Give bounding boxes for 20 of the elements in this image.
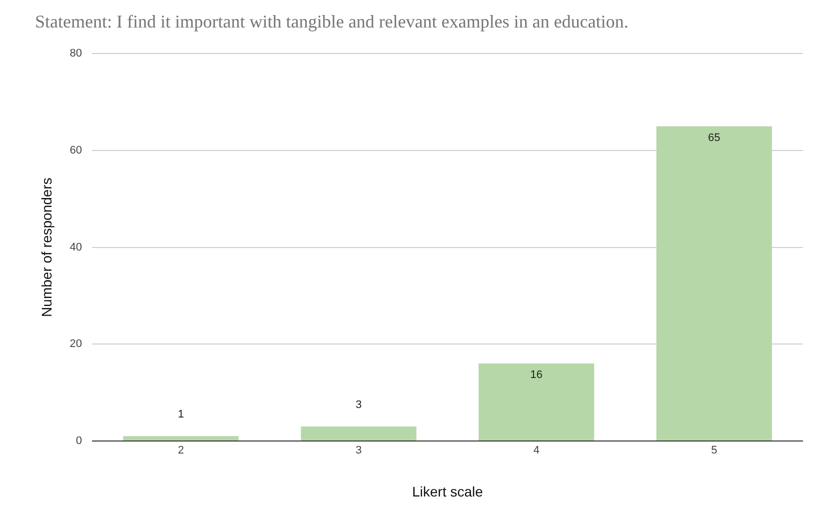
x-axis-title: Likert scale (412, 483, 484, 500)
y-axis-title: Number of responders (38, 178, 54, 317)
y-tick-label: 40 (70, 241, 82, 254)
chart-title: Statement: I find it important with tangible and relevant examples in an education. (35, 12, 628, 32)
x-tick-label: 4 (533, 444, 540, 457)
data-label: 65 (708, 132, 720, 144)
data-label: 1 (178, 408, 184, 421)
x-tick-label: 5 (711, 444, 718, 457)
bar (478, 364, 594, 440)
x-tick-label: 2 (178, 444, 184, 457)
y-tick-label: 20 (70, 338, 82, 350)
y-tick-label: 60 (70, 144, 82, 156)
data-label: 16 (530, 369, 543, 382)
x-tick-label: 3 (356, 444, 362, 457)
bar (123, 436, 239, 440)
bar (656, 126, 772, 440)
bar (300, 426, 416, 440)
y-tick-label: 80 (70, 48, 82, 60)
data-label: 3 (356, 399, 362, 412)
y-tick-label: 0 (76, 435, 82, 448)
